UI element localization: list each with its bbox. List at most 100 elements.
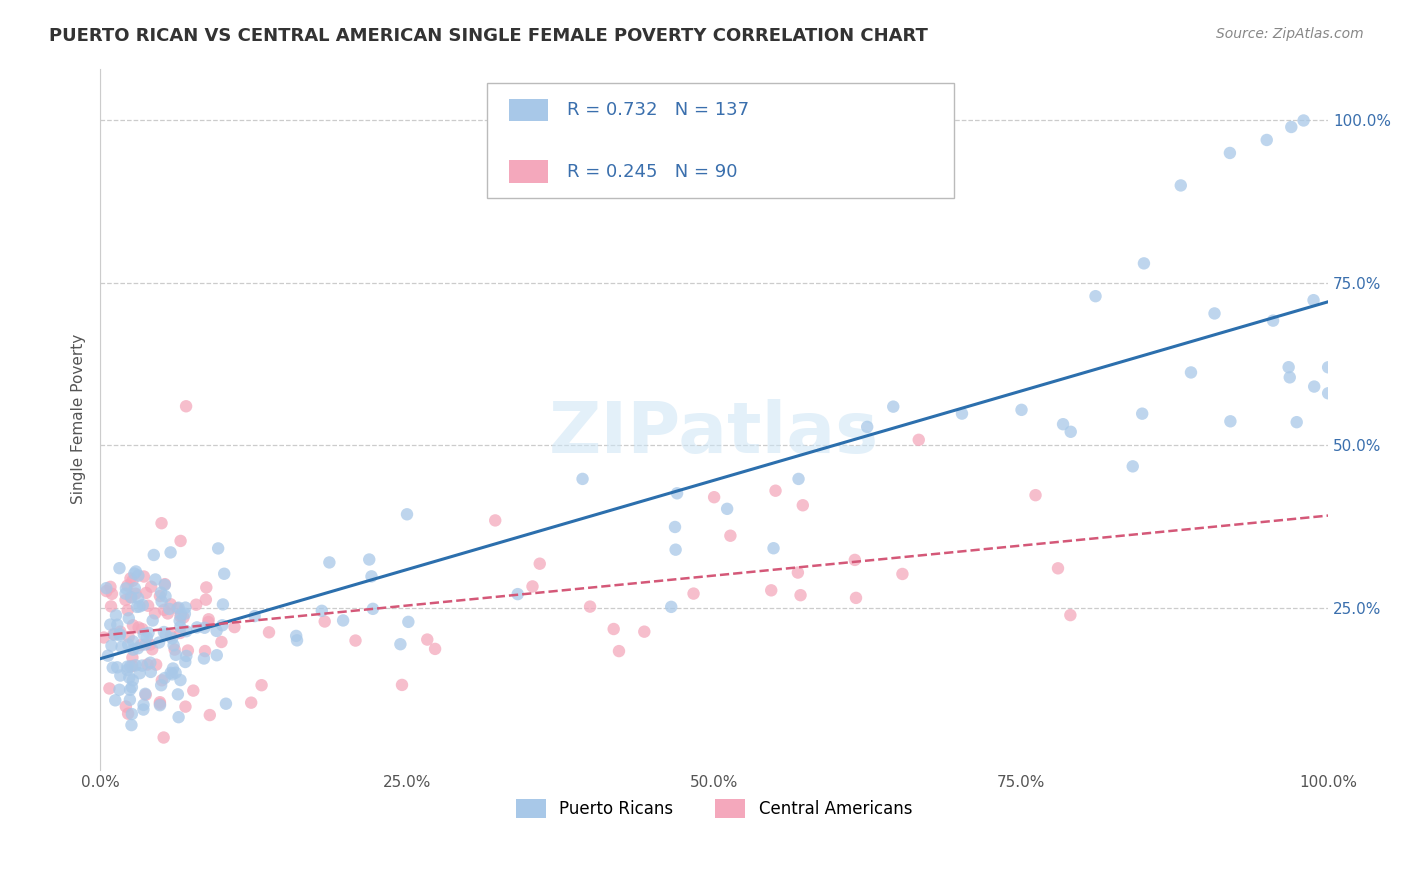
Point (120, 718, 142, 732)
Point (856, 420, 879, 434)
Point (93, 631, 115, 645)
Point (122, 642, 145, 657)
Point (359, 552, 381, 566)
Point (150, 516, 173, 531)
Point (153, 577, 176, 591)
Point (114, 699, 136, 714)
Point (1130, 407, 1153, 421)
Point (127, 591, 149, 606)
Point (167, 600, 190, 615)
Point (118, 611, 141, 625)
Point (121, 659, 143, 673)
Point (135, 586, 157, 600)
Point (571, 472, 593, 486)
Point (1292, 113, 1315, 128)
Point (682, 586, 704, 600)
Point (215, 697, 238, 711)
Point (142, 614, 165, 628)
Point (159, 665, 181, 680)
Point (117, 578, 139, 592)
Point (110, 624, 132, 639)
Point (114, 593, 136, 607)
Point (103, 628, 125, 642)
Point (1059, 608, 1081, 623)
FancyBboxPatch shape (486, 83, 953, 198)
Point (166, 601, 188, 615)
Point (115, 582, 138, 596)
Point (174, 699, 197, 714)
Text: R = 0.245   N = 90: R = 0.245 N = 90 (567, 162, 737, 181)
Point (761, 583, 783, 598)
Point (132, 569, 155, 583)
Point (344, 633, 367, 648)
Point (314, 615, 336, 629)
Point (186, 620, 208, 634)
Point (529, 557, 551, 571)
Point (240, 696, 263, 710)
Text: PUERTO RICAN VS CENTRAL AMERICAN SINGLE FEMALE POVERTY CORRELATION CHART: PUERTO RICAN VS CENTRAL AMERICAN SINGLE … (49, 27, 928, 45)
Point (101, 660, 124, 674)
Point (141, 580, 163, 594)
Point (128, 620, 150, 634)
Point (120, 682, 142, 697)
Point (395, 508, 418, 522)
Point (118, 671, 141, 685)
Point (845, 591, 868, 605)
Point (138, 625, 160, 640)
Point (103, 627, 125, 641)
Point (165, 648, 187, 662)
Point (100, 639, 122, 653)
Point (1278, 370, 1301, 384)
Point (105, 660, 128, 674)
Point (194, 592, 217, 607)
Point (423, 641, 446, 656)
Point (98, 681, 121, 696)
FancyBboxPatch shape (509, 99, 548, 121)
Point (1278, 360, 1301, 375)
Point (125, 599, 148, 614)
Point (703, 490, 725, 504)
Point (165, 665, 187, 680)
Point (169, 609, 191, 624)
Point (484, 513, 506, 527)
Point (167, 687, 190, 701)
Point (157, 602, 180, 616)
Point (174, 655, 197, 669)
Point (389, 637, 412, 651)
Point (607, 644, 630, 658)
Point (522, 579, 544, 593)
Point (150, 585, 173, 599)
Point (121, 673, 143, 688)
Point (789, 588, 811, 602)
Point (243, 609, 266, 624)
Point (177, 643, 200, 657)
Point (153, 578, 176, 592)
Point (1084, 289, 1107, 303)
Point (716, 501, 738, 516)
Point (186, 598, 208, 612)
Point (602, 622, 624, 636)
Point (169, 533, 191, 548)
Point (125, 565, 148, 579)
Point (96, 581, 118, 595)
Point (193, 621, 215, 635)
Point (762, 541, 785, 556)
Point (120, 590, 142, 604)
Point (174, 600, 197, 615)
Point (118, 693, 141, 707)
Text: Source: ZipAtlas.com: Source: ZipAtlas.com (1216, 27, 1364, 41)
Point (153, 625, 176, 640)
Point (332, 614, 354, 628)
Point (664, 520, 686, 534)
Point (173, 610, 195, 624)
Legend: Puerto Ricans, Central Americans: Puerto Ricans, Central Americans (509, 792, 918, 825)
Point (391, 678, 413, 692)
Point (162, 638, 184, 652)
Point (104, 693, 127, 707)
Point (101, 587, 124, 601)
Point (108, 627, 131, 641)
Point (117, 638, 139, 652)
Point (96, 584, 118, 599)
Point (224, 620, 246, 634)
Point (907, 433, 929, 447)
